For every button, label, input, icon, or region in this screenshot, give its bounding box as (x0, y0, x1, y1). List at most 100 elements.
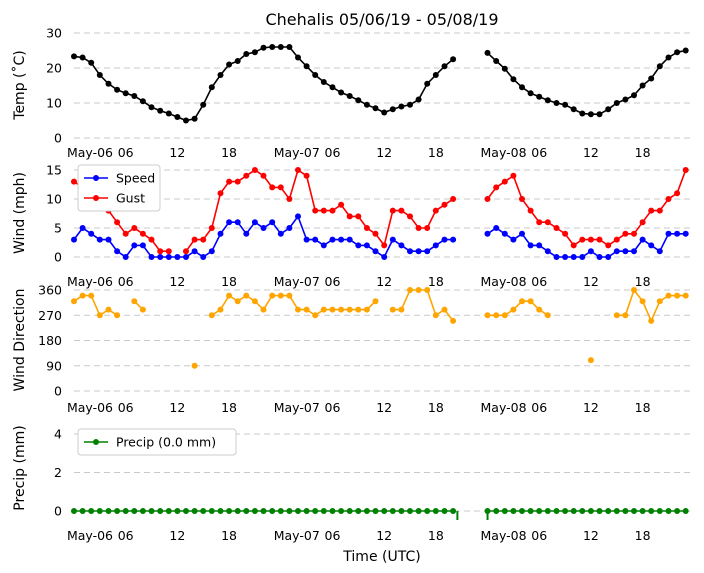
x-axis-label: Time (UTC) (342, 549, 420, 565)
x-tick-label: 12 (169, 145, 185, 160)
data-point (200, 254, 207, 260)
data-point (114, 248, 121, 255)
legend-swatch-marker (93, 195, 99, 201)
data-point (329, 207, 336, 214)
data-point (656, 508, 663, 514)
data-point (639, 236, 646, 243)
data-point (372, 508, 379, 514)
data-point (320, 242, 327, 249)
y-tick-label: 180 (38, 333, 62, 348)
data-point (682, 167, 689, 173)
x-tick-label: 06 (118, 145, 134, 160)
data-point (71, 298, 77, 305)
x-tick-label: 12 (169, 274, 185, 289)
data-point (346, 93, 353, 99)
data-point (450, 317, 457, 324)
x-tick-label: 12 (169, 400, 185, 415)
x-tick-label: 06 (531, 145, 547, 160)
data-point (536, 219, 543, 226)
data-point (527, 90, 534, 97)
data-point (303, 306, 310, 313)
data-point (519, 508, 525, 514)
data-point (338, 236, 345, 243)
data-point (441, 306, 448, 313)
data-point (613, 508, 620, 514)
x-tick-label: 18 (221, 528, 237, 543)
series-line (487, 227, 686, 258)
data-point (165, 248, 172, 255)
x-tick-label: 18 (635, 528, 651, 543)
data-point (251, 219, 258, 226)
data-point (320, 79, 327, 85)
data-point (527, 298, 534, 305)
data-point (312, 236, 319, 243)
data-point (363, 101, 370, 108)
data-point (432, 72, 439, 78)
data-point (665, 196, 672, 202)
data-point (346, 508, 353, 514)
data-point (329, 306, 336, 313)
y-tick-label: 90 (46, 358, 62, 373)
data-point (562, 230, 569, 237)
data-point (536, 508, 543, 514)
data-point (251, 167, 258, 173)
data-point (544, 97, 551, 104)
x-tick-label: 18 (428, 400, 444, 415)
data-point (157, 107, 164, 114)
legend-swatch-marker (93, 439, 99, 445)
data-point (114, 508, 121, 514)
data-point (96, 72, 103, 78)
data-point (587, 357, 594, 364)
data-point (286, 292, 293, 299)
x-tick-label: 06 (118, 274, 134, 289)
y-tick-label: 4 (54, 427, 62, 442)
y-tick-label: 0 (54, 504, 62, 519)
x-tick-label: 06 (325, 528, 341, 543)
x-tick-label: 18 (428, 145, 444, 160)
data-point (200, 101, 207, 108)
data-point (303, 63, 310, 70)
data-point (363, 242, 370, 249)
data-point (372, 230, 379, 237)
y-tick-label: 10 (46, 192, 62, 207)
data-point (234, 508, 241, 514)
data-point (613, 248, 620, 255)
data-point (131, 225, 138, 231)
data-point (226, 508, 233, 514)
x-tick-label: 06 (118, 400, 134, 415)
data-point (243, 172, 250, 179)
x-tick-label: 12 (583, 145, 599, 160)
data-point (312, 207, 319, 214)
data-point (372, 105, 379, 112)
data-point (407, 287, 413, 293)
data-point (622, 508, 629, 514)
data-point (613, 100, 620, 106)
data-point (570, 254, 577, 260)
data-point (432, 242, 439, 249)
data-point (415, 225, 422, 231)
data-point (269, 184, 276, 191)
x-tick-label: 12 (376, 400, 392, 415)
data-point (363, 225, 370, 231)
data-point (217, 508, 224, 514)
y-tick-label: 30 (46, 26, 62, 41)
data-point (346, 306, 353, 313)
data-point (579, 110, 586, 117)
data-point (71, 53, 77, 60)
y-tick-label: 2 (54, 465, 62, 480)
data-point (398, 207, 405, 214)
data-point (432, 312, 439, 319)
series-direction (71, 287, 689, 369)
panel-4: Precip (0.0 mm) (71, 428, 690, 520)
legend-box (77, 428, 237, 456)
data-point (286, 508, 293, 514)
y-tick-label: 0 (54, 384, 62, 399)
data-point (312, 508, 319, 514)
data-point (217, 306, 224, 313)
data-point (519, 230, 525, 237)
data-point (338, 306, 345, 313)
data-point (122, 508, 129, 514)
y-tick-label: 15 (46, 163, 62, 178)
x-tick-label: 18 (635, 400, 651, 415)
data-point (114, 86, 121, 93)
